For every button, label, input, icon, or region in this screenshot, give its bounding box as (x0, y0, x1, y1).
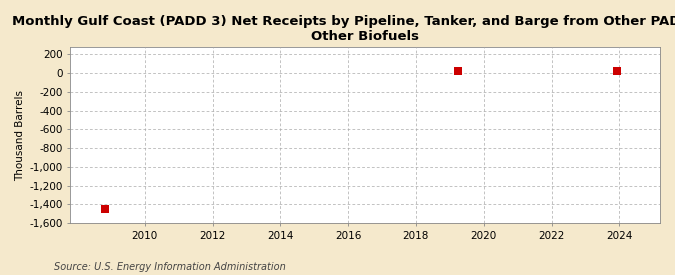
Text: Source: U.S. Energy Information Administration: Source: U.S. Energy Information Administ… (54, 262, 286, 272)
Point (611, 69, 622, 74)
Y-axis label: Thousand Barrels: Thousand Barrels (15, 90, 25, 180)
Title: Monthly Gulf Coast (PADD 3) Net Receipts by Pipeline, Tanker, and Barge from Oth: Monthly Gulf Coast (PADD 3) Net Receipts… (11, 15, 675, 43)
Point (100, 207, 111, 211)
Point (453, 68, 464, 73)
